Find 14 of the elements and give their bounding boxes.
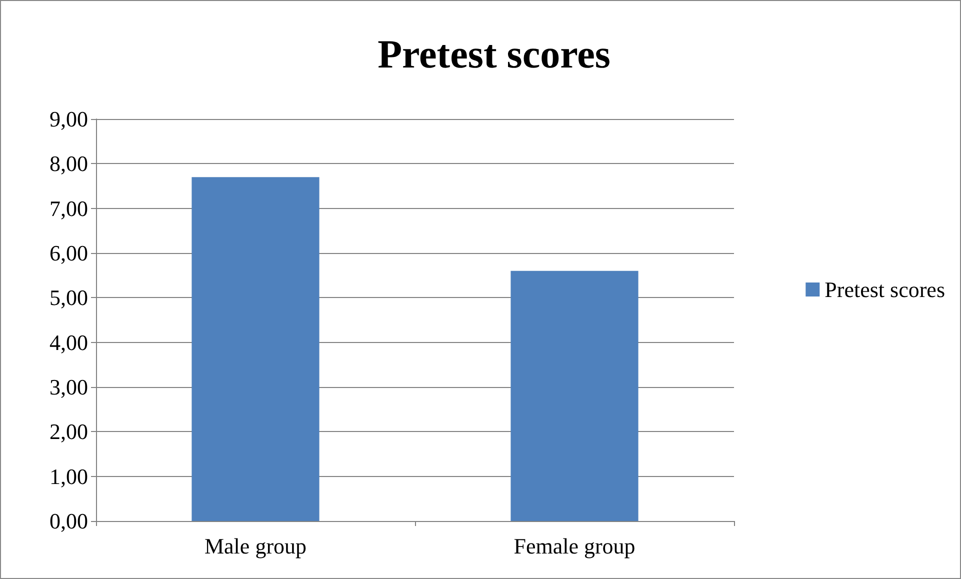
x-tick-label: Male group <box>204 534 307 558</box>
y-tick-label: 2,00 <box>50 419 88 444</box>
y-tick-label: 8,00 <box>50 151 88 176</box>
y-tick-label: 7,00 <box>50 196 88 221</box>
y-tick-label: 5,00 <box>50 285 88 310</box>
y-tick-label: 4,00 <box>50 330 88 355</box>
x-tick-label: Female group <box>514 534 636 558</box>
y-tick-label: 6,00 <box>50 240 88 266</box>
y-tick-label: 0,00 <box>50 508 88 534</box>
y-tick-label: 1,00 <box>50 464 88 489</box>
y-tick-label: 9,00 <box>50 106 88 132</box>
legend-label: Pretest scores <box>824 277 946 302</box>
chart-title: Pretest scores <box>378 32 610 76</box>
y-tick-label: 3,00 <box>50 374 88 400</box>
